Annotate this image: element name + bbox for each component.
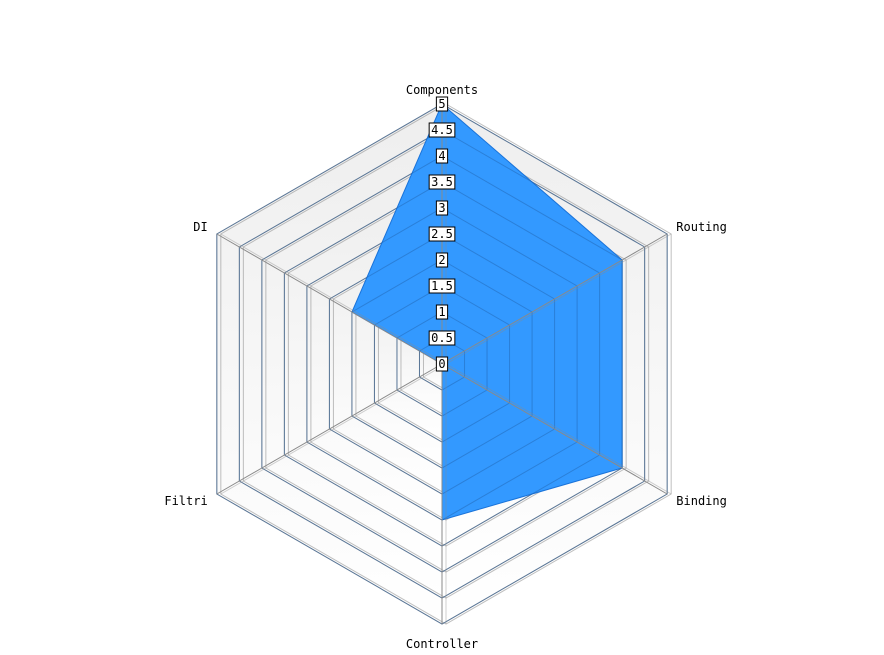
tick-label-group: 3.5 <box>428 174 456 190</box>
axis-spoke-offset <box>220 363 447 495</box>
tick-label-group: 0.5 <box>428 330 456 346</box>
axis-spoke <box>441 233 668 365</box>
axis-label-controller: Controller <box>406 637 478 650</box>
axis-spoke-offset <box>445 233 672 365</box>
tick-label: 0 <box>438 357 445 371</box>
axis-label-binding: Binding <box>676 494 727 508</box>
tick-label-box <box>435 356 449 372</box>
tick-label-group: 3 <box>435 200 449 216</box>
tick-label-group: 0 <box>435 356 449 372</box>
tick-label-group: 1 <box>435 304 449 320</box>
tick-label: 5 <box>438 97 445 111</box>
grid-ring-offset <box>265 155 627 573</box>
tick-labels: 0 0.5 1 1.5 2 2.5 3 3.5 4 4.5 5 <box>428 96 456 372</box>
tick-label: 1 <box>438 305 445 319</box>
tick-label: 3 <box>438 201 445 215</box>
tick-label: 0.5 <box>431 331 453 345</box>
grid-ring-offset <box>242 129 650 599</box>
tick-label: 2 <box>438 253 445 267</box>
axis-spoke-offset <box>220 233 447 365</box>
axis-labels: Components Routing Binding Controller Filtri… <box>164 83 727 651</box>
tick-label-group: 4 <box>435 148 449 164</box>
axis-spoke-offset <box>445 363 672 495</box>
tick-label-box <box>428 226 456 242</box>
tick-label-group: 4.5 <box>428 122 456 138</box>
tick-label: 2.5 <box>431 227 453 241</box>
axis-spoke <box>216 233 443 365</box>
tick-label: 3.5 <box>431 175 453 189</box>
tick-label: 4 <box>438 149 445 163</box>
grid-ring-offset <box>220 103 672 625</box>
axis-spoke <box>441 363 668 495</box>
tick-label-box <box>428 174 456 190</box>
tick-label-box <box>435 252 449 268</box>
tick-label-box <box>428 330 456 346</box>
tick-label-group: 5 <box>435 96 449 112</box>
tick-label-box <box>435 304 449 320</box>
tick-label-group: 2 <box>435 252 449 268</box>
tick-label-box <box>428 122 456 138</box>
axis-label-di: DI <box>193 220 207 234</box>
tick-label-box <box>435 96 449 112</box>
tick-label: 4.5 <box>431 123 453 137</box>
tick-label-box <box>428 278 456 294</box>
tick-label-box <box>435 148 449 164</box>
tick-label-box <box>435 200 449 216</box>
tick-label-group: 1.5 <box>428 278 456 294</box>
axis-label-filtri: Filtri <box>164 494 207 508</box>
tick-label: 1.5 <box>431 279 453 293</box>
axis-label-components: Components <box>406 83 478 97</box>
axis-spoke <box>216 363 443 495</box>
axis-label-routing: Routing <box>676 220 727 234</box>
tick-label-group: 2.5 <box>428 226 456 242</box>
